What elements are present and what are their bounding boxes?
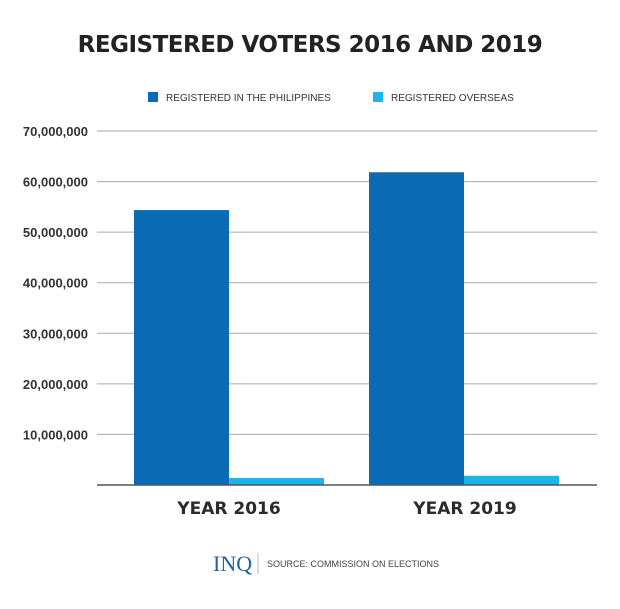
legend-swatch-overseas [373, 92, 383, 102]
source-note: SOURCE: COMMISSION ON ELECTIONS [267, 559, 439, 569]
y-tick-label: 70,000,000 [23, 124, 88, 139]
y-tick-label: 40,000,000 [23, 276, 88, 291]
y-tick-label: 30,000,000 [23, 326, 88, 341]
y-tick-label: 10,000,000 [23, 427, 88, 442]
y-tick-label: 50,000,000 [23, 225, 88, 240]
legend-swatch-philippines [148, 92, 158, 102]
bar-overseas-year-2016 [229, 478, 324, 485]
x-tick-label-2016: YEAR 2016 [176, 499, 280, 519]
legend-label-philippines: REGISTERED IN THE PHILIPPINES [166, 93, 331, 104]
chart-title: REGISTERED VOTERS 2016 AND 2019 [78, 32, 543, 58]
legend: REGISTERED IN THE PHILIPPINES REGISTERED… [148, 92, 514, 104]
y-tick-label: 20,000,000 [23, 377, 88, 392]
inq-logo: INQ [213, 551, 252, 576]
x-tick-label-2019: YEAR 2019 [412, 499, 516, 519]
y-tick-label: 60,000,000 [23, 175, 88, 190]
bar-philippines-year-2019 [369, 172, 464, 485]
bar-overseas-year-2019 [464, 475, 559, 485]
bar-philippines-year-2016 [134, 210, 229, 485]
legend-label-overseas: REGISTERED OVERSEAS [391, 93, 514, 104]
